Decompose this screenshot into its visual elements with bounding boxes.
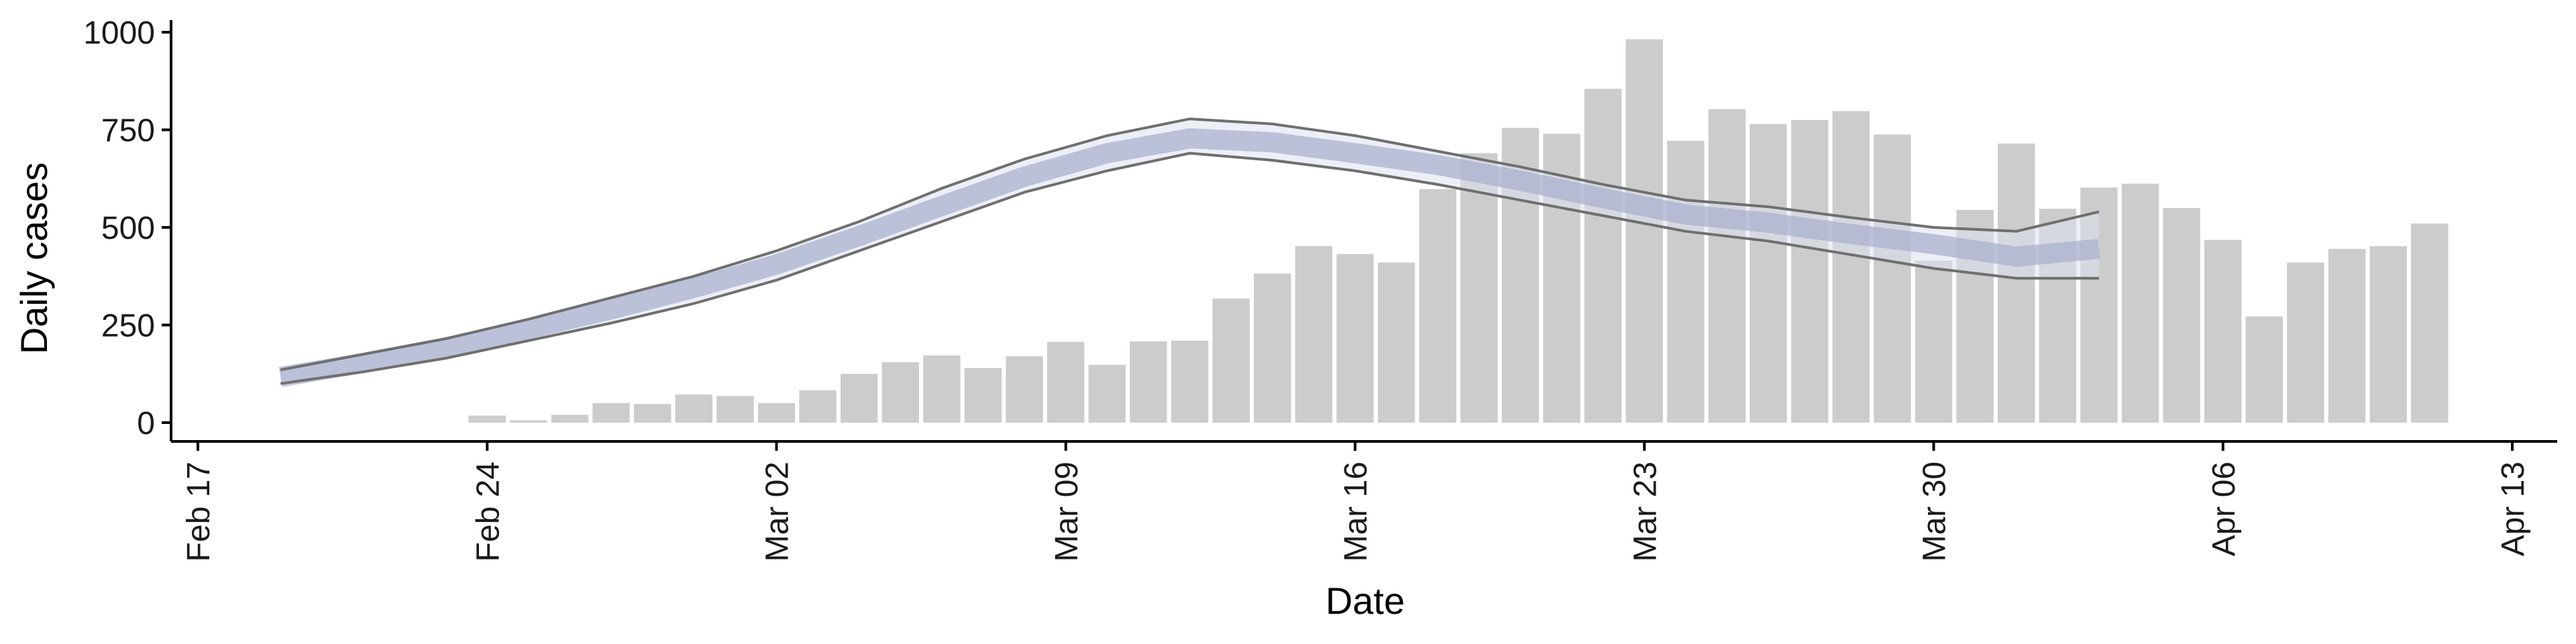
case-bar: [1791, 119, 1829, 423]
case-bar: [675, 394, 712, 423]
case-bar: [1667, 140, 1705, 423]
case-bar: [1419, 189, 1456, 423]
case-bar: [799, 390, 837, 423]
case-bar: [2163, 207, 2200, 423]
case-bar: [1750, 123, 1787, 423]
case-bar: [716, 396, 754, 423]
case-bar: [2328, 249, 2366, 423]
case-bar: [2411, 223, 2449, 423]
upper-bound-line: [280, 117, 2100, 372]
median-estimate-line: [278, 128, 2100, 387]
x-tick-label: Mar 16: [1338, 462, 1374, 561]
case-bar: [881, 362, 919, 423]
case-bar: [1708, 109, 1746, 423]
lower-bound-line: [280, 152, 2099, 385]
y-tick-label: 750: [101, 113, 155, 149]
case-bar: [841, 374, 878, 423]
x-tick-label: Mar 02: [760, 462, 796, 561]
case-bar: [1460, 153, 1498, 423]
case-bar: [1874, 134, 1911, 423]
case-bar: [923, 355, 961, 423]
case-bar: [1625, 39, 1663, 423]
x-tick-label: Mar 09: [1049, 462, 1085, 561]
case-bar: [1377, 262, 1415, 423]
case-bar: [1006, 356, 1043, 423]
bars-layer: [468, 39, 2449, 423]
case-bar: [2287, 262, 2324, 423]
case-bar: [1295, 246, 1333, 423]
case-bar: [2245, 316, 2283, 423]
x-tick-label: Apr 13: [2496, 462, 2531, 556]
y-tick-label: 250: [101, 309, 155, 344]
case-bar: [1088, 364, 1126, 423]
y-tick-label: 0: [137, 406, 155, 441]
y-tick-label: 1000: [83, 15, 155, 51]
y-axis-ticks: 0 250 500 750 1000: [83, 15, 171, 441]
y-tick-label: 500: [101, 211, 155, 246]
case-bar: [1915, 260, 1953, 423]
x-axis-ticks: Feb 17 Feb 24 Mar 02 Mar 09 Mar 16 Mar 23 Mar …: [181, 441, 2531, 561]
case-bar: [1212, 298, 1250, 423]
case-bar: [1336, 254, 1374, 423]
case-bar: [964, 368, 1002, 423]
x-tick-label: Mar 30: [1917, 462, 1953, 561]
case-bar: [1584, 89, 1622, 423]
case-bar: [2121, 183, 2159, 423]
x-tick-label: Mar 23: [1627, 462, 1663, 561]
case-bar: [1047, 341, 1085, 423]
x-tick-label: Feb 24: [470, 462, 506, 561]
case-bar: [1832, 111, 1870, 423]
case-bar: [2369, 246, 2407, 423]
case-bar: [468, 415, 506, 423]
case-bar: [634, 404, 672, 423]
case-bar: [1998, 143, 2035, 423]
case-bar: [757, 402, 796, 423]
y-axis-title: Daily cases: [13, 162, 55, 354]
case-bar: [1254, 273, 1291, 423]
plot-area: [278, 39, 2449, 423]
x-tick-label: Feb 17: [181, 462, 217, 561]
case-bar: [1171, 340, 1209, 423]
case-bar: [510, 420, 547, 423]
estimate-ribbon-layer: [278, 117, 2100, 387]
case-bar: [2204, 239, 2242, 423]
case-bar: [551, 415, 589, 423]
x-tick-label: Apr 06: [2206, 462, 2242, 556]
x-axis-title: Date: [1326, 580, 1405, 622]
case-bar: [1130, 341, 1167, 423]
case-bar: [592, 402, 630, 423]
